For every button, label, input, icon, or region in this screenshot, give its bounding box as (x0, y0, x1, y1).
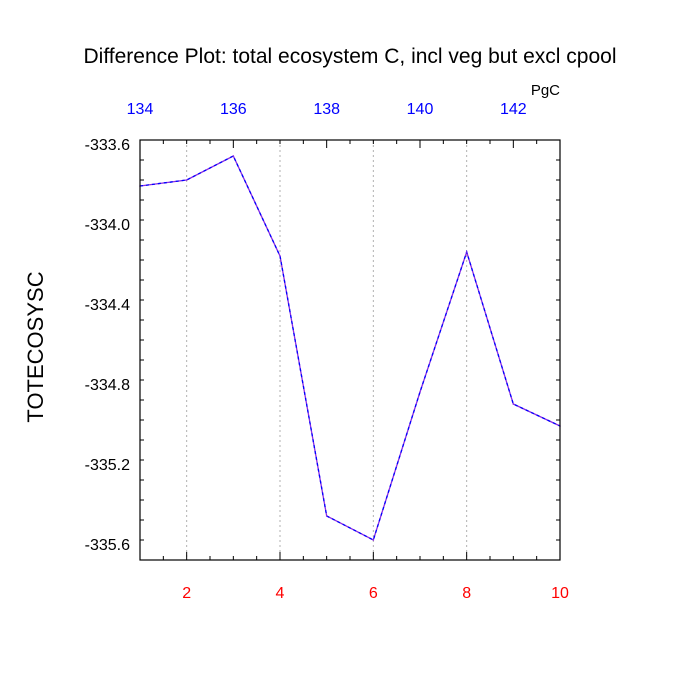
y-tick-label: -335.2 (85, 457, 130, 474)
tick-labels: 2 4 6 8 10 134 136 138 140 142 -333.6 -334.0 -334.4 -… (85, 101, 569, 602)
plot-frame (139, 139, 561, 561)
y-tick-label: -335.6 (85, 537, 130, 554)
top-tick-label: 138 (313, 101, 340, 118)
top-tick-label: 134 (127, 101, 154, 118)
data-point (325, 515, 328, 517)
y-tick-label: -334.8 (85, 377, 130, 394)
y-tick-label: -334.0 (85, 217, 130, 234)
chart-title: Difference Plot: total ecosystem C, incl… (83, 45, 616, 68)
x-tick-label: 10 (551, 585, 569, 602)
x-tick-label: 2 (182, 585, 191, 602)
x-tick-label: 4 (276, 585, 285, 602)
data-point (512, 403, 515, 405)
data-point (419, 391, 421, 393)
units-label: PgC (531, 82, 560, 99)
y-tick-label: -333.6 (85, 137, 130, 154)
top-tick-label: 142 (500, 101, 527, 118)
data-point (372, 539, 375, 541)
y-tick-label: -334.4 (85, 297, 130, 314)
y-axis-label: TOTECOSYSC (23, 271, 48, 422)
x-tick-label: 6 (369, 585, 378, 602)
data-point (185, 179, 188, 181)
grid-lines (186, 140, 468, 560)
top-tick-label: 140 (407, 101, 434, 118)
series-line-dash (139, 155, 561, 541)
series-group (139, 155, 561, 541)
series-line (139, 155, 561, 541)
x-tick-label: 8 (462, 585, 471, 602)
data-point (279, 255, 281, 257)
data-point (465, 251, 468, 253)
data-point (232, 155, 235, 157)
top-tick-label: 136 (220, 101, 247, 118)
